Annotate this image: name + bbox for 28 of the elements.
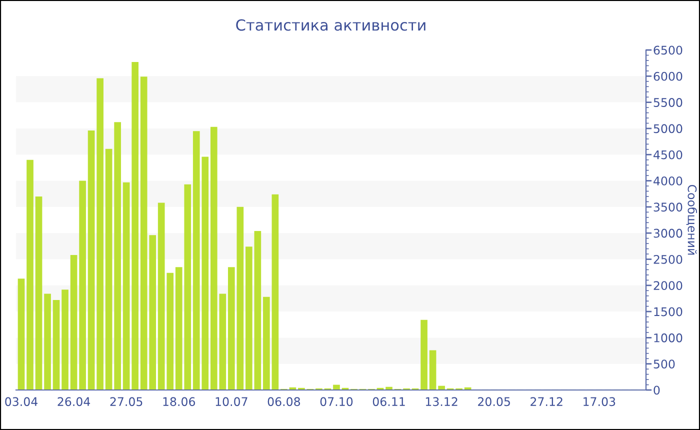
x-tick-label: 26.04 bbox=[58, 397, 90, 406]
y-tick-label: 3500 bbox=[654, 202, 682, 212]
y-tick-label: 2000 bbox=[654, 281, 682, 290]
chart-title: Статистика активности bbox=[236, 19, 426, 31]
x-tick-label: 17.03 bbox=[584, 397, 616, 406]
y-tick-label: 5000 bbox=[654, 124, 682, 134]
x-tick-label: 27.05 bbox=[110, 397, 142, 406]
x-tick-label: 27.12 bbox=[530, 397, 562, 406]
y-tick-label: 5500 bbox=[654, 98, 682, 107]
x-tick-label: 10.07 bbox=[216, 397, 248, 406]
x-tick-label: 20.05 bbox=[478, 397, 510, 406]
y-tick-label: 0 bbox=[654, 386, 660, 395]
y-tick-label: 1000 bbox=[654, 333, 682, 342]
x-tick-label: 18.06 bbox=[163, 397, 196, 406]
y-tick-label: 4500 bbox=[654, 150, 682, 160]
x-tick-label: 06.11 bbox=[372, 397, 405, 406]
x-tick-label: 06.08 bbox=[268, 397, 300, 406]
y-tick-label: 1500 bbox=[654, 307, 682, 316]
x-tick-label: 07.10 bbox=[320, 397, 353, 406]
y-tick-label: 6000 bbox=[654, 72, 682, 81]
y-tick-label: 3000 bbox=[654, 228, 682, 238]
y-tick-label: 4000 bbox=[654, 176, 682, 186]
y-axis-title: Сообщений bbox=[686, 184, 698, 255]
y-tick-label: 6500 bbox=[654, 46, 682, 55]
x-tick-label: 13.12 bbox=[426, 397, 458, 406]
x-tick-label: 03.04 bbox=[5, 397, 38, 406]
y-tick-label: 2500 bbox=[654, 254, 682, 264]
y-tick-label: 500 bbox=[654, 360, 675, 368]
